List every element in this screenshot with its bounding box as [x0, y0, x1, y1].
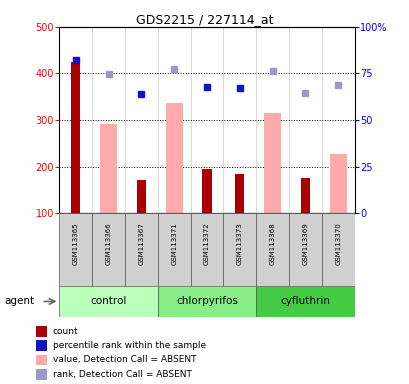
Bar	[235, 174, 244, 213]
Text: GSM113372: GSM113372	[204, 222, 209, 265]
Bar	[190, 213, 223, 286]
Bar	[137, 180, 146, 213]
Bar	[59, 286, 157, 317]
Bar	[157, 286, 256, 317]
Text: percentile rank within the sample: percentile rank within the sample	[52, 341, 205, 350]
Bar	[202, 169, 211, 213]
Text: agent: agent	[4, 296, 34, 306]
Bar	[36, 340, 47, 351]
Text: GSM113370: GSM113370	[335, 222, 340, 265]
Bar	[256, 286, 354, 317]
Bar	[36, 354, 47, 365]
Text: GSM113373: GSM113373	[236, 222, 242, 265]
Text: GDS2215 / 227114_at: GDS2215 / 227114_at	[136, 13, 273, 26]
Bar	[223, 213, 256, 286]
Bar	[36, 326, 47, 337]
Bar	[157, 213, 190, 286]
Text: GSM113367: GSM113367	[138, 222, 144, 265]
Bar	[321, 213, 354, 286]
Bar	[256, 213, 288, 286]
Text: count: count	[52, 327, 78, 336]
Bar	[288, 213, 321, 286]
Text: GSM113368: GSM113368	[269, 222, 275, 265]
Text: GSM113369: GSM113369	[302, 222, 308, 265]
Bar	[71, 62, 80, 213]
Text: control: control	[90, 296, 126, 306]
Text: cyfluthrin: cyfluthrin	[280, 296, 330, 306]
Bar	[263, 113, 281, 213]
Text: value, Detection Call = ABSENT: value, Detection Call = ABSENT	[52, 356, 196, 364]
Bar	[100, 124, 117, 213]
Bar	[36, 369, 47, 379]
Bar	[165, 103, 182, 213]
Text: chlorpyrifos: chlorpyrifos	[176, 296, 237, 306]
Text: GSM113365: GSM113365	[73, 222, 79, 265]
Text: rank, Detection Call = ABSENT: rank, Detection Call = ABSENT	[52, 370, 191, 379]
Text: GSM113371: GSM113371	[171, 222, 177, 265]
Bar	[329, 154, 346, 213]
Text: GSM113366: GSM113366	[106, 222, 111, 265]
Bar	[59, 213, 92, 286]
Bar	[92, 213, 125, 286]
Bar	[125, 213, 157, 286]
Bar	[300, 178, 309, 213]
